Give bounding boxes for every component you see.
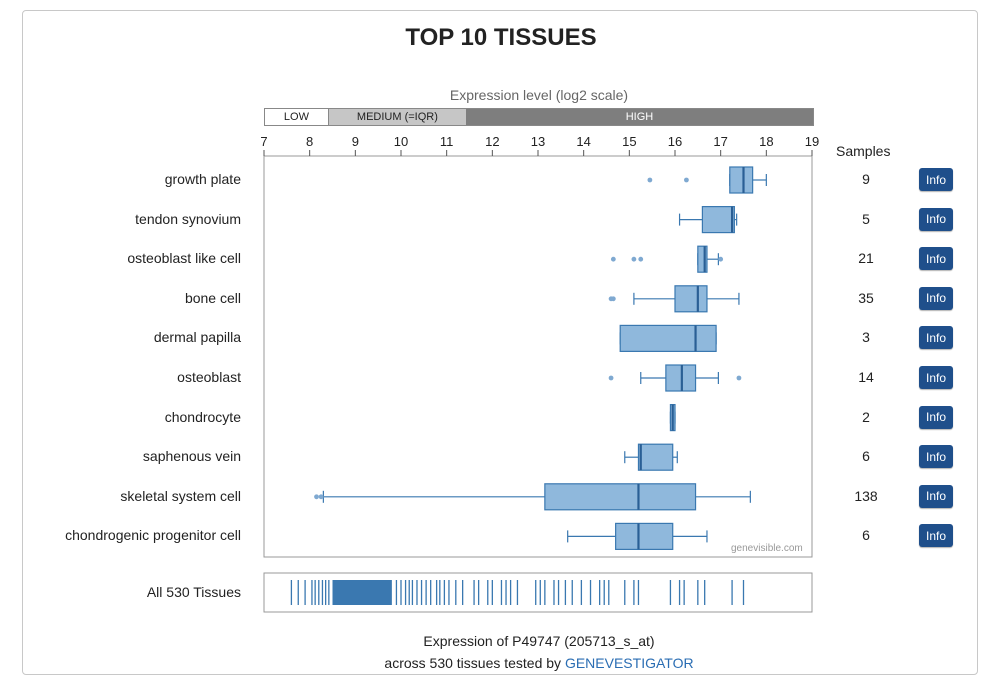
sample-count: 9 xyxy=(862,171,870,187)
info-button[interactable]: Info xyxy=(919,168,953,191)
sample-count: 2 xyxy=(862,408,870,425)
samples-header: Samples xyxy=(836,143,891,159)
sample-count: 14 xyxy=(858,369,874,385)
sample-count: 21 xyxy=(858,250,874,267)
level-low: LOW xyxy=(265,109,329,125)
footer-prefix: across 530 tissues tested by xyxy=(384,655,565,671)
tissue-label: tendon synovium xyxy=(135,210,241,227)
tissue-label: dermal papilla xyxy=(153,329,241,346)
footer-expression: Expression of P49747 (205713_s_at) xyxy=(423,633,655,649)
all-tissues-label: All 530 Tissues xyxy=(146,584,241,600)
info-button[interactable]: Info xyxy=(919,484,953,508)
info-button[interactable]: Info xyxy=(919,524,953,548)
tissue-label: bone cell xyxy=(184,289,241,306)
info-button[interactable]: Info xyxy=(919,405,953,429)
genevestigator-link[interactable]: GENEVESTIGATOR xyxy=(564,655,694,671)
info-button[interactable]: Info xyxy=(919,207,953,231)
tissue-label: chondrogenic progenitor cell xyxy=(65,527,241,544)
sample-count: 3 xyxy=(862,329,870,346)
tissue-label: skeletal system cell xyxy=(120,487,241,504)
tissue-label: chondrocyte xyxy=(164,408,241,425)
tissue-label: growth plate xyxy=(164,171,241,187)
sample-count: 5 xyxy=(862,210,870,227)
info-button[interactable]: Info xyxy=(919,445,953,469)
footer-source: across 530 tissues tested by GENEVESTIGA… xyxy=(0,655,1002,671)
tissue-label: osteoblast like cell xyxy=(127,250,241,267)
sample-count: 138 xyxy=(854,487,878,504)
watermark: genevisible.com xyxy=(731,543,803,554)
sample-count: 6 xyxy=(862,448,870,465)
page-title: TOP 10 TISSUES xyxy=(405,24,597,51)
tissue-label: saphenous vein xyxy=(142,448,241,465)
expression-level-bar: LOW MEDIUM (=IQR) HIGH xyxy=(264,108,814,126)
sample-count: 35 xyxy=(858,289,874,306)
scale-title: Expression level (log2 scale) xyxy=(449,87,629,103)
level-medium: MEDIUM (=IQR) xyxy=(328,109,466,125)
sample-count: 6 xyxy=(862,527,870,544)
tissue-label: osteoblast xyxy=(177,369,241,385)
info-button[interactable]: Info xyxy=(919,247,953,271)
info-button[interactable]: Info xyxy=(919,286,953,310)
info-button[interactable]: Info xyxy=(919,326,953,350)
info-button[interactable]: Info xyxy=(919,366,953,389)
level-high: HIGH xyxy=(465,109,813,125)
